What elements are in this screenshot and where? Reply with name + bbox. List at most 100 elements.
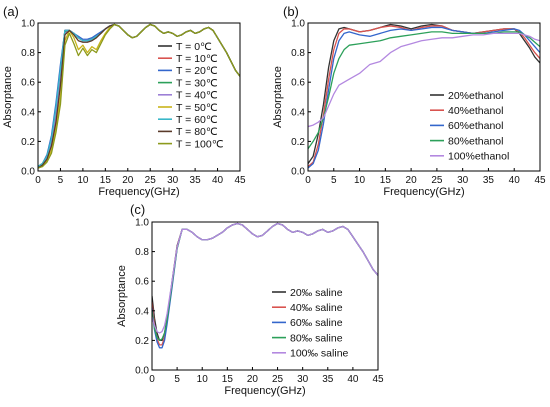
x-tick-label: 5 (58, 175, 64, 186)
x-tick-label: 25 (145, 175, 157, 186)
x-tick-label: 5 (331, 175, 337, 186)
legend-label: 100‰ saline (290, 348, 349, 360)
plot-frame (307, 22, 541, 172)
series-line-5 (308, 32, 540, 128)
series-group (308, 23, 540, 169)
legend-label: T = 50℃ (176, 102, 218, 114)
x-tick-label: 35 (322, 374, 334, 385)
series-line-2 (308, 25, 540, 168)
x-tick-label: 35 (190, 175, 202, 186)
y-tick-label: 0.6 (21, 78, 35, 89)
legend-label: T = 10℃ (176, 53, 218, 65)
plot-frame (151, 221, 379, 371)
x-tick-label: 40 (509, 175, 521, 186)
y-tick-label: 1.0 (291, 19, 305, 30)
legend-label: T = 30℃ (176, 77, 218, 89)
y-tick-label: 1.0 (135, 218, 149, 229)
legend-label: T = 80℃ (176, 126, 218, 138)
y-tick-label: 0.4 (135, 306, 149, 317)
x-tick-label: 40 (212, 175, 224, 186)
panel-label: (a) (3, 4, 19, 19)
series-group (38, 23, 240, 169)
legend-label: 20%ethanol (448, 90, 503, 102)
x-tick-label: 10 (77, 175, 89, 186)
x-tick-label: 25 (272, 374, 284, 385)
x-tick-label: 45 (534, 175, 546, 186)
series-line-3 (308, 26, 540, 169)
panel-2: (b) 0 5 10 15 20 25 30 35 40 45 0.0 0.2 0.4 0.6 0.8 1.0 F… (272, 4, 546, 198)
legend-label: T = 100℃ (176, 138, 224, 150)
panel-1: (a) 0 5 10 15 20 25 30 35 40 45 0.0 0.2 0.4 0.6 0.8 1.0 F… (2, 4, 246, 198)
y-tick-label: 0.4 (291, 107, 305, 118)
legend: 20‰ saline 40‰ saline 60‰ saline 80‰ saline… (272, 287, 349, 360)
x-tick-label: 0 (305, 175, 311, 186)
x-tick-label: 15 (100, 175, 112, 186)
x-tick-label: 20 (247, 374, 259, 385)
y-tick-label: 0.6 (291, 78, 305, 89)
x-tick-label: 20 (406, 175, 418, 186)
x-tick-label: 20 (122, 175, 134, 186)
y-tick-label: 0.4 (21, 107, 35, 118)
y-tick-label: 0.2 (135, 336, 149, 347)
legend-label: 40‰ saline (290, 302, 343, 314)
panel-label: (c) (130, 202, 145, 217)
x-tick-label: 5 (174, 374, 180, 385)
series-line-1 (308, 23, 540, 164)
x-tick-label: 35 (483, 175, 495, 186)
x-tick-label: 30 (167, 175, 179, 186)
x-tick-label: 45 (372, 374, 384, 385)
x-tick-label: 25 (431, 175, 443, 186)
legend-label: T = 0℃ (176, 41, 212, 53)
legend-label: T = 40℃ (176, 90, 218, 102)
x-tick-label: 0 (149, 374, 155, 385)
x-tick-label: 45 (234, 175, 246, 186)
x-axis-label: Frequency(GHz) (98, 186, 179, 198)
series-group (152, 222, 378, 349)
series-line-3 (152, 222, 378, 349)
legend: 20%ethanol 40%ethanol 60%ethanol 80%ethanol… (430, 90, 509, 163)
x-tick-label: 15 (380, 175, 392, 186)
x-tick-label: 30 (297, 374, 309, 385)
y-tick-label: 0.2 (291, 137, 305, 148)
panel-label: (b) (283, 4, 299, 19)
series-line-5 (152, 222, 378, 334)
series-line-9 (38, 23, 240, 169)
x-tick-label: 10 (197, 374, 209, 385)
y-tick-label: 0.6 (135, 277, 149, 288)
x-tick-label: 10 (354, 175, 366, 186)
series-line-1 (152, 222, 378, 342)
legend-label: 60%ethanol (448, 120, 503, 132)
y-axis-label: Absorptance (116, 265, 128, 327)
x-tick-label: 15 (222, 374, 234, 385)
x-axis-label: Frequency(GHz) (224, 385, 305, 397)
legend-label: T = 20℃ (176, 65, 218, 77)
y-axis-label: Absorptance (272, 66, 284, 128)
y-axis-label: Absorptance (2, 66, 14, 128)
legend-label: 60‰ saline (290, 317, 343, 329)
series-line-2 (152, 222, 378, 346)
x-tick-label: 30 (457, 175, 469, 186)
y-tick-label: 0.0 (135, 366, 149, 377)
y-tick-label: 0.2 (21, 137, 35, 148)
legend-label: 20‰ saline (290, 287, 343, 299)
y-tick-label: 0.8 (135, 247, 149, 258)
series-line-4 (308, 31, 540, 150)
x-axis-label: Frequency(GHz) (383, 186, 464, 198)
y-tick-label: 0.0 (291, 167, 305, 178)
y-tick-label: 1.0 (21, 19, 35, 30)
y-tick-label: 0.8 (21, 48, 35, 59)
x-tick-label: 0 (35, 175, 41, 186)
legend: T = 0℃T = 10℃T = 20℃T = 30℃T = 40℃T = 50… (158, 41, 224, 150)
legend-label: 40%ethanol (448, 105, 503, 117)
x-tick-label: 40 (347, 374, 359, 385)
legend-label: 100%ethanol (448, 151, 509, 163)
plot-frame (37, 22, 241, 172)
series-line-4 (152, 222, 378, 342)
legend-label: 80‰ saline (290, 332, 343, 344)
panel-3: (c) 0 5 10 15 20 25 30 35 40 45 0.0 0.2 0.4 0.6 0.8 1.0 F… (116, 202, 384, 397)
legend-label: 80%ethanol (448, 135, 503, 147)
legend-label: T = 60℃ (176, 114, 218, 126)
y-tick-label: 0.8 (291, 48, 305, 59)
y-tick-label: 0.0 (21, 167, 35, 178)
